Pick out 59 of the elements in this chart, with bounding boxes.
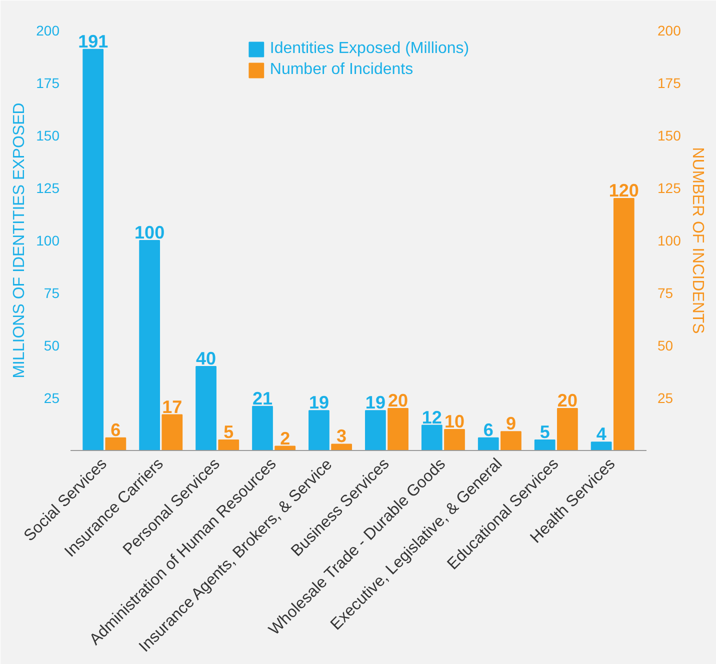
bar <box>590 442 612 450</box>
y-tick-label: 175 <box>36 75 60 91</box>
bar <box>218 440 240 450</box>
bar <box>444 429 465 450</box>
y-tick-label: 25 <box>44 390 60 406</box>
bar <box>388 408 408 450</box>
y2-tick-label: 100 <box>658 232 682 248</box>
data-label: 17 <box>162 396 182 417</box>
bar <box>308 410 330 450</box>
bar <box>500 431 522 450</box>
y2-tick-label: 25 <box>658 390 674 406</box>
y2-tick-label: 125 <box>658 180 682 196</box>
data-label: 40 <box>196 348 216 368</box>
y2-tick-label: 175 <box>658 75 682 91</box>
data-label: 9 <box>506 414 516 434</box>
data-label: 6 <box>483 420 494 440</box>
data-label: 2 <box>280 428 290 448</box>
bar <box>478 437 499 450</box>
y-tick-label: 75 <box>44 285 60 301</box>
data-label: 5 <box>540 422 550 442</box>
bar <box>105 437 126 450</box>
data-label: 3 <box>336 426 347 446</box>
legend-label: Identities Exposed (Millions) <box>270 40 470 58</box>
bar <box>162 414 183 450</box>
y2-tick-label: 200 <box>658 22 682 38</box>
data-label: 120 <box>608 180 639 200</box>
legend-label: Number of Incidents <box>270 61 414 79</box>
bar <box>421 424 442 450</box>
data-label: 4 <box>596 424 606 444</box>
data-label: 100 <box>134 222 165 242</box>
bar <box>139 240 160 450</box>
y2-tick-label: 50 <box>658 338 674 354</box>
data-label: 19 <box>365 392 386 413</box>
data-label: 12 <box>422 407 442 428</box>
bar <box>534 440 556 450</box>
bar <box>331 444 352 450</box>
bar <box>252 406 273 450</box>
data-label: 21 <box>252 388 273 408</box>
data-label: 19 <box>308 392 329 413</box>
data-label: 6 <box>110 420 121 440</box>
data-label: 20 <box>388 390 408 410</box>
data-label: 191 <box>78 31 108 52</box>
bar <box>613 198 634 450</box>
bar <box>82 48 104 450</box>
y-tick-label: 150 <box>36 128 60 144</box>
data-label: 5 <box>224 422 234 442</box>
y2-tick-label: 150 <box>658 128 682 144</box>
y2-axis-title: NUMBER OF INCIDENTS <box>688 147 706 334</box>
data-label: 10 <box>444 412 465 432</box>
y-axis-title: MILLIONS OF IDENTITIES EXPOSED <box>11 102 28 378</box>
data-label: 20 <box>557 390 578 410</box>
y2-tick-label: 75 <box>658 285 674 301</box>
bar <box>196 366 216 450</box>
y-tick-label: 125 <box>36 180 60 196</box>
y-tick-label: 50 <box>44 338 60 354</box>
y-tick-label: 100 <box>36 232 60 248</box>
bar <box>557 408 578 450</box>
y-tick-label: 200 <box>36 22 60 38</box>
bar <box>365 410 386 450</box>
